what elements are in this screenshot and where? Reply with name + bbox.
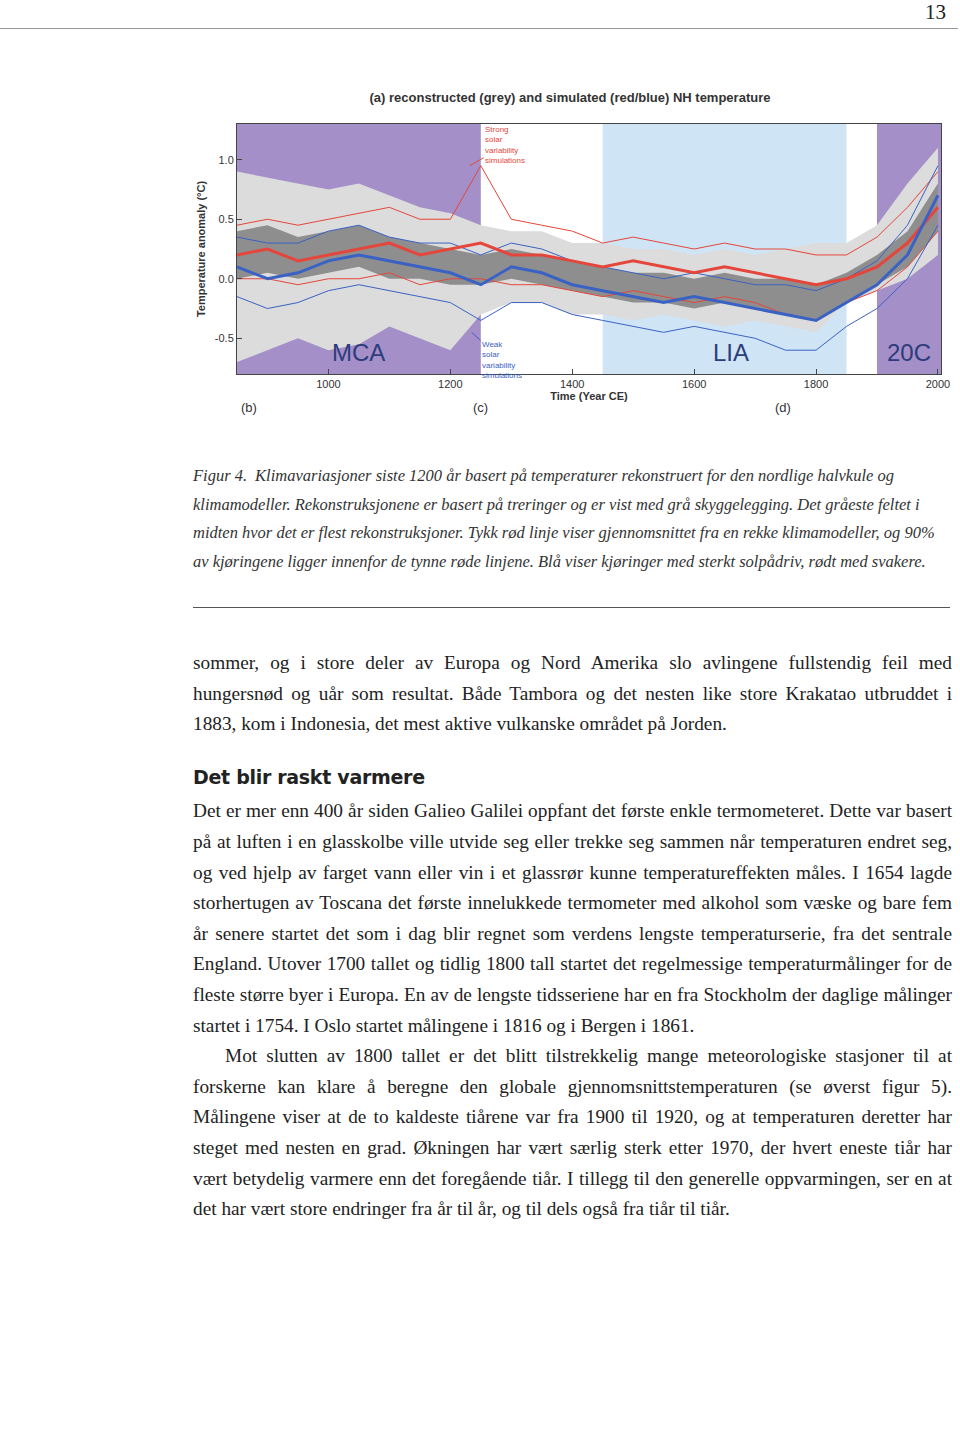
svg-text:Weaksolarvariabilitysimulation: Weaksolarvariabilitysimulations [482,340,522,380]
svg-text:1400: 1400 [560,378,584,390]
svg-text:1000: 1000 [316,378,340,390]
svg-text:-0.5: -0.5 [215,332,234,344]
html-text:Figur 4.: Figur 4. [193,466,248,485]
html-text:sommer, og i store deler av Eu: sommer, og i store deler av Europa og No… [193,652,952,735]
svg-text:(d): (d) [775,400,791,415]
svg-text:1800: 1800 [804,378,828,390]
html-text:Klimavariasjoner siste 1200 år: Klimavariasjoner siste 1200 år basert på… [193,466,935,571]
svg-text:Time (Year CE): Time (Year CE) [550,390,628,402]
svg-text:1200: 1200 [438,378,462,390]
svg-text:0.5: 0.5 [219,213,234,225]
svg-text:LIA: LIA [713,339,749,366]
svg-text:(a) reconstructed (grey) and s: (a) reconstructed (grey) and simulated (… [370,90,771,105]
html-text:Det blir raskt varmere: Det blir raskt varmere [193,765,425,788]
html-text:Mot slutten av 1800 tallet er: Mot slutten av 1800 tallet er det blitt … [193,1045,952,1220]
svg-text:1.0: 1.0 [219,154,234,166]
svg-text:(c): (c) [473,400,488,415]
svg-text:2000: 2000 [926,378,950,390]
svg-text:(b): (b) [241,400,257,415]
svg-text:Strongsolarvariabilitysimulati: Strongsolarvariabilitysimulations [485,125,525,165]
svg-text:Temperature anomaly (°C): Temperature anomaly (°C) [195,181,207,318]
svg-text:20C: 20C [887,339,931,366]
svg-text:1600: 1600 [682,378,706,390]
html-text:13: 13 [925,0,946,24]
html-text:Det er mer enn 400 år siden Ga: Det er mer enn 400 år siden Galieo Galil… [193,800,952,1036]
svg-text:MCA: MCA [332,339,385,366]
svg-text:0.0: 0.0 [219,273,234,285]
